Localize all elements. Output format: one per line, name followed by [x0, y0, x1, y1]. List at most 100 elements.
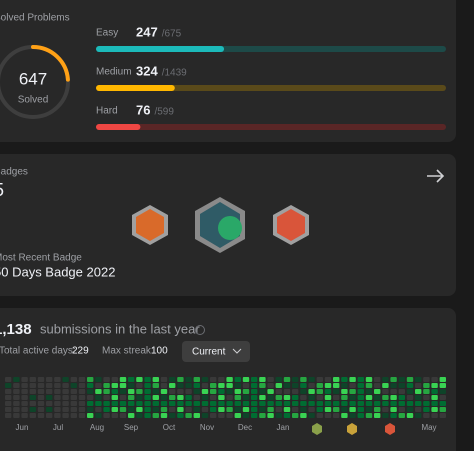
heatmap-cell [54, 389, 61, 394]
heatmap-cell [5, 401, 12, 406]
badge-icon [132, 205, 168, 245]
heatmap-cell [103, 383, 110, 388]
badge-icon [273, 205, 309, 245]
heatmap-cell [349, 395, 356, 400]
heatmap-cell [177, 407, 184, 412]
heatmap-cell [324, 383, 332, 388]
heatmap-cell [160, 389, 168, 394]
heatmap-cell [5, 413, 12, 418]
heatmap-cell [259, 413, 266, 418]
heatmap-cell [160, 395, 168, 400]
month-label: Oct [163, 423, 176, 432]
heatmap-cell [160, 401, 168, 406]
heatmap-cell [226, 413, 233, 418]
heatmap-cell [160, 413, 168, 418]
info-icon[interactable] [195, 325, 205, 335]
heatmap-cell [308, 395, 315, 400]
heatmap-cell [300, 407, 307, 412]
heatmap-cell [95, 407, 102, 412]
heatmap-cell [46, 389, 53, 394]
heatmap-cell [13, 383, 20, 388]
heatmap-cell [275, 377, 282, 382]
heatmap-cell [415, 389, 422, 394]
heatmap-cell [382, 407, 389, 412]
heatmap-cell [210, 401, 217, 406]
heatmap-cell [37, 413, 45, 418]
heatmap-cell [226, 395, 233, 400]
heatmap-cell [283, 383, 291, 388]
heatmap-cell [5, 395, 12, 400]
heatmap-cell [29, 377, 36, 382]
heatmap-cell [259, 389, 266, 394]
heatmap-cell [267, 383, 274, 388]
heatmap-cell [37, 383, 45, 388]
heatmap-cell [423, 407, 430, 412]
heatmap-cell [390, 383, 397, 388]
heatmap-cell [275, 389, 282, 394]
heatmap-cell [365, 389, 373, 394]
heatmap-cell [292, 407, 299, 412]
heatmap-cell [365, 383, 373, 388]
heatmap-cell [218, 401, 225, 406]
heatmap-cell [267, 395, 274, 400]
submission-text: submissions in the last year [40, 321, 200, 336]
solved-total: 647 [19, 69, 47, 88]
badge-icon [195, 197, 245, 253]
heatmap-cell [406, 407, 414, 412]
heatmap-cell [70, 377, 77, 382]
heatmap-cell [13, 401, 20, 406]
heatmap-cell [333, 389, 340, 394]
heatmap-cell [251, 389, 258, 394]
progress-bar [96, 85, 175, 91]
heatmap-cell [37, 377, 45, 382]
heatmap-cell [431, 395, 438, 400]
heatmap-cell [193, 401, 200, 406]
heatmap-cell [70, 383, 77, 388]
heatmap-cell [78, 377, 86, 382]
heatmap-cell [201, 395, 209, 400]
heatmap-cell [54, 377, 61, 382]
heatmap-cell [144, 389, 151, 394]
heatmap-cell [406, 389, 414, 394]
heatmap-cell [111, 413, 118, 418]
heatmap-cell [251, 383, 258, 388]
heatmap-cell [119, 383, 127, 388]
heatmap-cell [46, 413, 53, 418]
heatmap-cell [136, 413, 143, 418]
heatmap-cell [251, 401, 258, 406]
heatmap-cell [333, 377, 340, 382]
heatmap-cell [87, 383, 94, 388]
open-arrow[interactable] [427, 169, 445, 183]
heatmap-cell [46, 395, 53, 400]
heatmap-cell [210, 377, 217, 382]
heatmap-cell [78, 389, 86, 394]
recent-badge-name: 50 Days Badge 2022 [0, 264, 115, 279]
heatmap-cell [111, 377, 118, 382]
heatmap-cell [300, 383, 307, 388]
heatmap-cell [128, 383, 135, 388]
heatmap-cell [234, 395, 241, 400]
period-dropdown[interactable] [182, 341, 250, 362]
heatmap-cell [439, 413, 446, 418]
heatmap-cell [292, 389, 299, 394]
heatmap-cell [185, 389, 192, 394]
heatmap-cell [324, 413, 332, 418]
heatmap-cell [275, 407, 282, 412]
heatmap-cell [21, 389, 28, 394]
heatmap-cell [95, 377, 102, 382]
heatmap-cell [316, 383, 323, 388]
progress-track [96, 85, 446, 91]
heatmap-cell [177, 377, 184, 382]
heatmap-cell [382, 389, 389, 394]
heatmap-cell [267, 401, 274, 406]
heatmap-cell [382, 413, 389, 418]
heatmap-cell [46, 401, 53, 406]
heatmap-cell [160, 407, 168, 412]
heatmap-cell [357, 401, 364, 406]
heatmap-cell [144, 395, 151, 400]
heatmap-cell [62, 389, 69, 394]
heatmap-cell [300, 377, 307, 382]
heatmap-cell [283, 407, 291, 412]
badges-count: 5 [0, 180, 4, 200]
heatmap-cell [423, 395, 430, 400]
